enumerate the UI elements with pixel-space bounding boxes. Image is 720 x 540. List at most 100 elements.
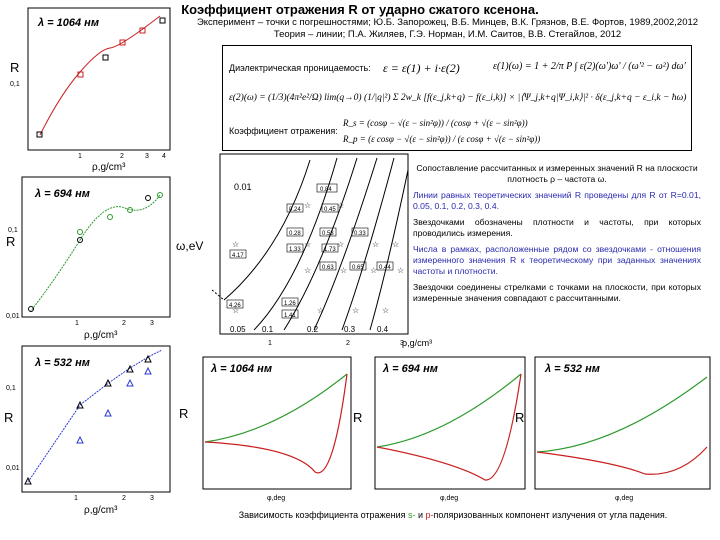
angle-panel-694-s-line — [376, 373, 522, 448]
panel-532-point — [104, 408, 112, 417]
panel-694-label: λ = 694 нм — [34, 188, 90, 200]
contour-label: 0.01 — [234, 182, 252, 192]
contour-label: 0.05 — [230, 325, 246, 334]
panel-1064-frame — [27, 7, 171, 151]
angle-figures: λ = 1064 нм R φ,deg λ = 694 нм R φ,deg λ… — [179, 356, 711, 502]
star-icon: ☆ — [352, 306, 359, 315]
permittivity-label: Диэлектрическая проницаемость: — [229, 63, 371, 73]
caption-before: Зависимость коэффициента отражения — [238, 510, 408, 520]
angle-panel-532-frame — [534, 356, 711, 490]
panel-532-frame — [21, 345, 171, 493]
panel-694-point — [127, 207, 133, 213]
panel-1064-label: λ = 1064 нм — [37, 17, 99, 29]
panel-1064-x-tick: 3 — [145, 153, 149, 160]
contour-arrow — [211, 289, 225, 301]
angle-panel-532-p-line — [536, 446, 708, 475]
panel-532-point — [144, 366, 152, 375]
ratio-box-value: 0.84 — [320, 187, 332, 193]
ratio-box-value: 1.33 — [289, 247, 301, 253]
panel-1064-point — [119, 39, 126, 46]
side-text-p2: Линии равных теоретических значений R пр… — [413, 190, 701, 211]
authors-experiment: Эксперимент – точки с погрешностями; Ю.Б… — [196, 17, 699, 28]
panel-1064-x-label: ρ,g/cm³ — [92, 162, 126, 173]
ratio-box-value: 0.28 — [289, 231, 301, 237]
angle-panel-694-frame — [374, 356, 526, 490]
caption-p: p- — [425, 510, 434, 520]
authors-theory: Теория – линии; П.А. Жиляев, Г.Э. Норман… — [273, 29, 622, 40]
panel-694-x-tick: 2 — [122, 320, 126, 327]
ratio-box — [319, 261, 337, 271]
star-icon: ☆ — [340, 266, 347, 275]
angle-panel-1064-p-line — [204, 373, 348, 474]
panel-1064-point — [139, 27, 146, 34]
panel-532-point — [24, 476, 32, 485]
bottom-caption: Зависимость коэффициента отражения s- и … — [188, 510, 718, 520]
contour-label: 0.2 — [307, 325, 319, 334]
ratio-box-value: 0.63 — [322, 265, 334, 271]
ratio-box-value: 0.33 — [354, 231, 366, 237]
panel-694-point — [145, 195, 151, 201]
panel-532-x-tick: 2 — [122, 495, 126, 502]
panel-1064-y-tick: 0,1 — [10, 81, 20, 88]
panel-532-x-tick: 1 — [74, 495, 78, 502]
angle-panel-532: λ = 532 нм R φ,deg — [515, 356, 711, 502]
panel-532-x-tick: 3 — [150, 495, 154, 502]
panel-532-y-tick: 0,1 — [6, 385, 16, 392]
side-text: Сопоставление рассчитанных и измеренных … — [413, 163, 701, 309]
equation-eps: ε = ε(1) + i·ε(2) — [383, 61, 460, 75]
panel-694-x-tick: 3 — [150, 320, 154, 327]
contour-label: 0.3 — [344, 325, 356, 334]
angle-panel-1064-label: λ = 1064 нм — [210, 363, 272, 375]
ratio-box — [286, 243, 304, 253]
star-icon: ☆ — [382, 306, 389, 315]
side-text-p4: Числа в рамках, расположенные рядом со з… — [413, 244, 701, 276]
angle-panel-532-y-label: R — [515, 410, 524, 425]
page-title: Коэффициент отражения R от ударно сжатог… — [181, 2, 539, 17]
caption-after: поляризованных компонент излучения от уг… — [433, 510, 668, 520]
panel-532-label: λ = 532 нм — [34, 357, 90, 369]
panel-1064-theory-line — [39, 15, 161, 136]
panel-1064-x-tick: 2 — [120, 153, 124, 160]
star-icon: ☆ — [337, 240, 344, 249]
star-icon: ☆ — [317, 306, 324, 315]
angle-panel-532-s-line — [536, 376, 708, 453]
star-icon: ☆ — [337, 201, 344, 210]
ratio-box — [321, 203, 339, 213]
angle-panel-532-x-label: φ,deg — [615, 495, 633, 502]
caption-s: s- — [407, 510, 416, 520]
angle-panel-694-y-label: R — [353, 410, 362, 425]
panel-1064: λ = 1064 нм R 0,1 1 2 3 4 ρ,g/cm³ — [10, 7, 171, 173]
contour-x-label: ρ,g/cm³ — [402, 338, 433, 348]
ratio-box-value: 0.44 — [379, 265, 391, 271]
panel-694-point — [77, 229, 83, 235]
ratio-box — [281, 297, 299, 307]
contour-figure: 0.01 0.05 0.1 0.2 0.3 0.4 0.84 0.24 0.45… — [176, 153, 409, 347]
contour-line — [369, 169, 409, 331]
panel-532-y-tick: 0,01 — [6, 465, 20, 472]
equation-eps2: ε(2)(ω) = (1/3)(4π²e²/Ω) lim(q→0) (1/|q|… — [229, 93, 687, 103]
star-icon: ☆ — [397, 266, 404, 275]
contour-label: 0.4 — [377, 325, 389, 334]
reflection-label: Коэффициент отражения: — [229, 126, 338, 136]
panel-532-y-label: R — [4, 410, 13, 425]
contour-line — [253, 157, 338, 331]
panel-694-point — [77, 237, 83, 243]
ratio-box — [351, 227, 369, 237]
star-icon: ☆ — [372, 240, 379, 249]
panel-532-point — [76, 435, 84, 444]
panel-532-point — [126, 364, 134, 373]
contour-line — [283, 157, 358, 331]
angle-panel-694-x-label: φ,deg — [440, 495, 458, 502]
ratio-box-value: 1.41 — [284, 313, 296, 319]
equation-eps1: ε(1)(ω) = 1 + 2/π P ∫ ε(2)(ω′)ω′ / (ω′² … — [493, 61, 686, 72]
angle-panel-1064-s-line — [204, 373, 348, 443]
angle-panel-1064: λ = 1064 нм R φ,deg — [179, 356, 352, 502]
panel-694-point — [28, 306, 34, 312]
panel-694-point — [157, 192, 163, 198]
ratio-box — [349, 261, 367, 271]
equation-box: Диэлектрическая проницаемость: ε = ε(1) … — [222, 45, 692, 151]
panel-1064-point — [36, 131, 43, 138]
ratio-box — [316, 183, 338, 193]
panel-694: λ = 694 нм R 0,1 0,01 1 2 3 ρ,g/cm³ — [6, 176, 171, 341]
star-icon: ☆ — [304, 240, 311, 249]
